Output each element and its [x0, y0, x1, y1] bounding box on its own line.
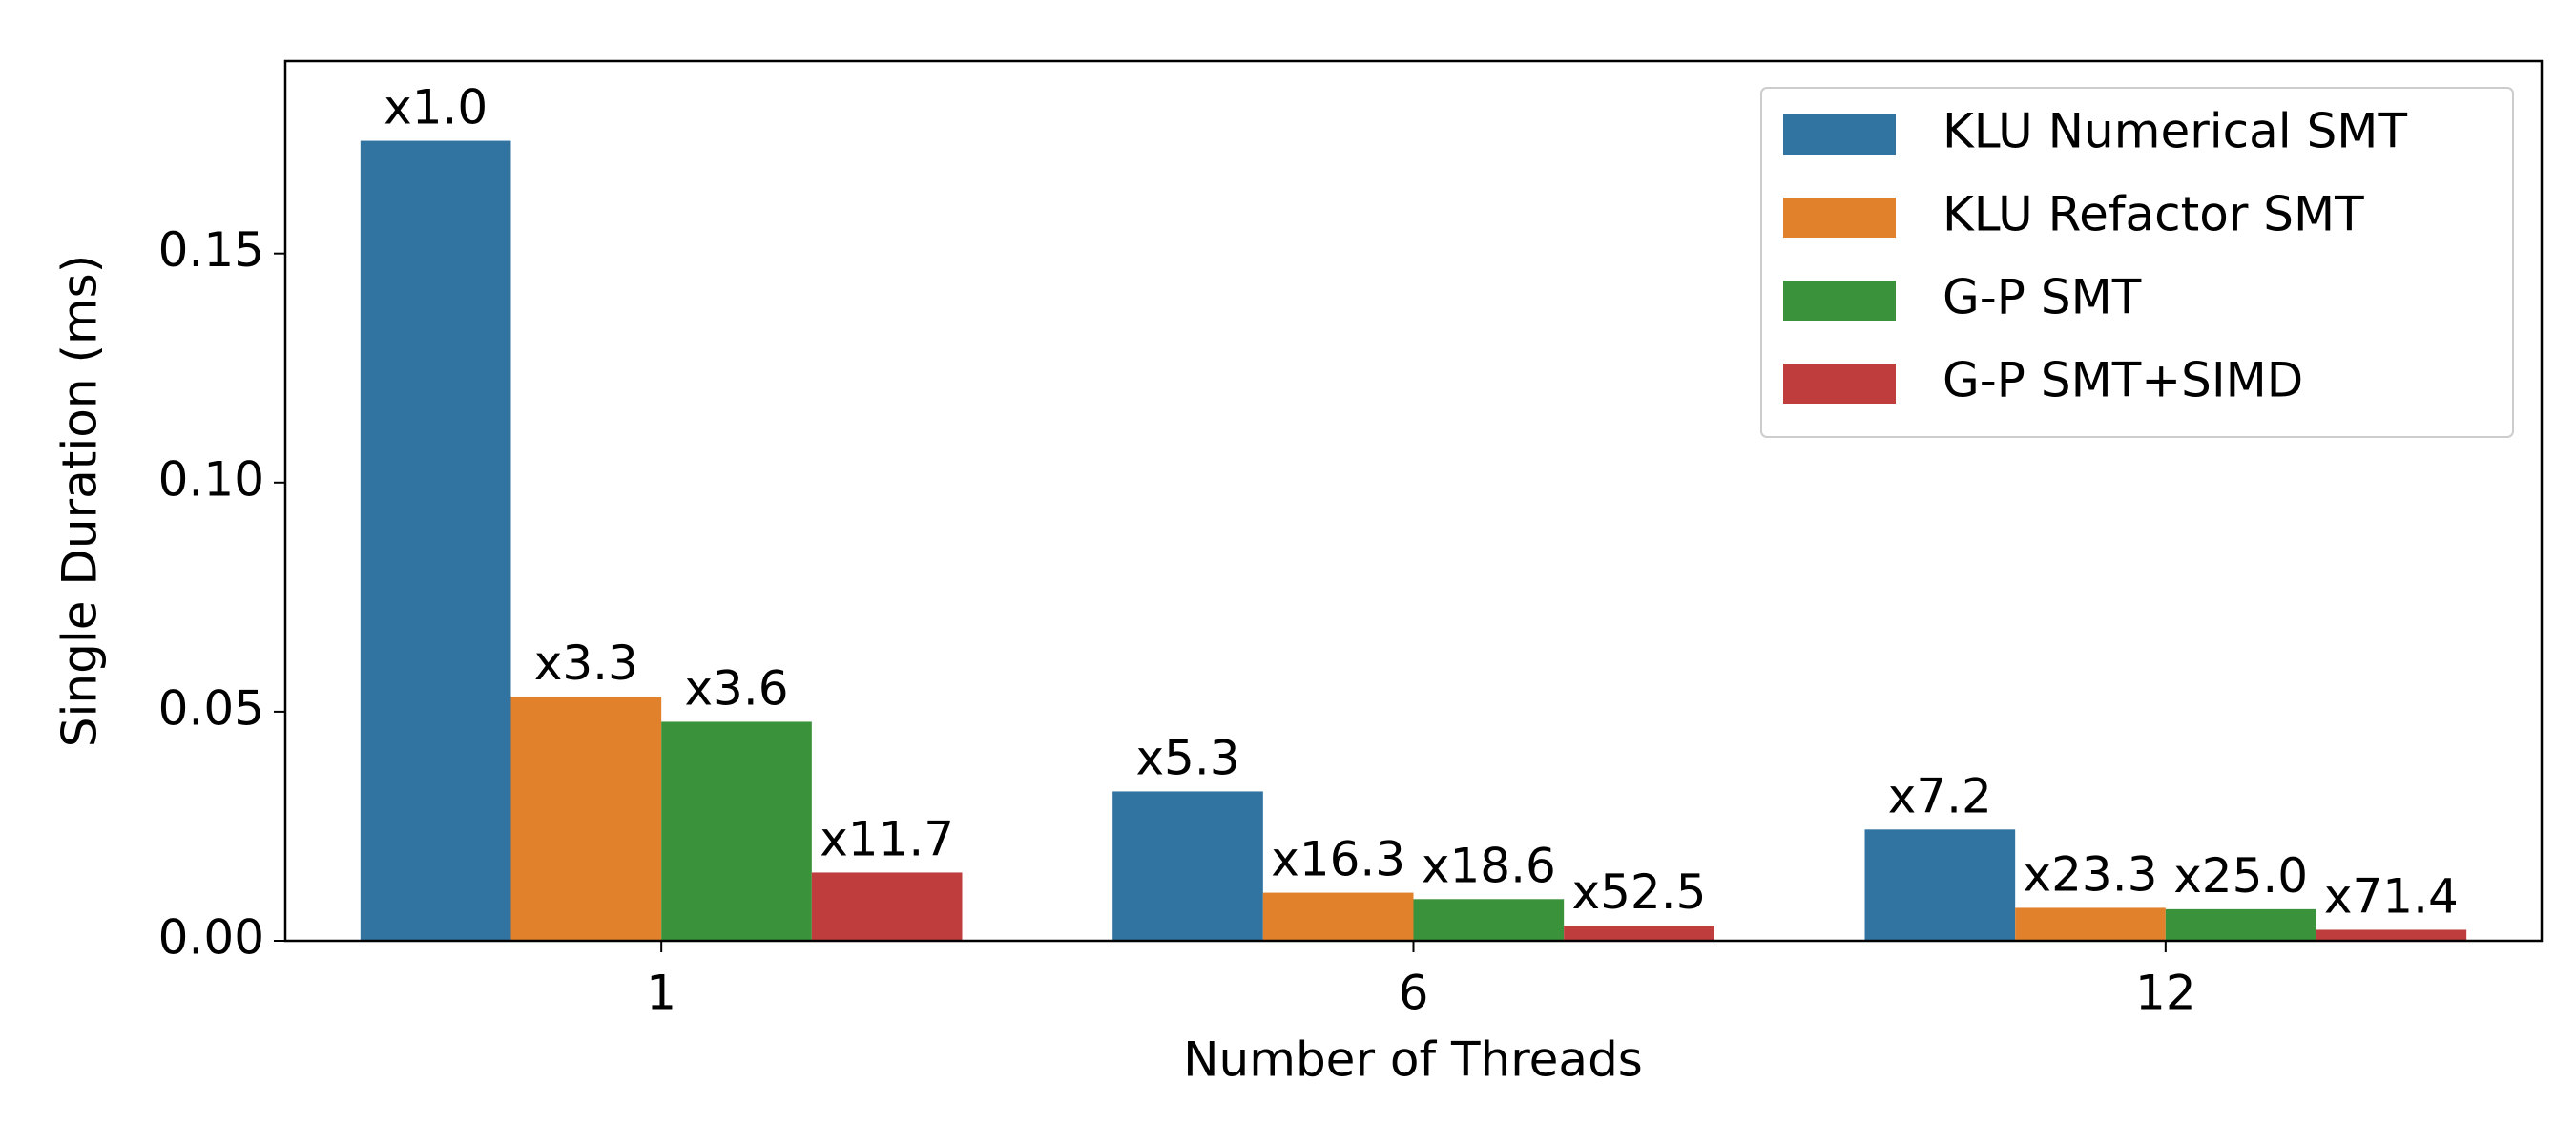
data-label: x23.3 — [2024, 846, 2158, 902]
data-label: x16.3 — [1271, 832, 1405, 887]
data-label: x25.0 — [2173, 848, 2308, 904]
data-label: x5.3 — [1135, 730, 1239, 785]
bar — [1262, 892, 1414, 941]
x-tick-label: 1 — [646, 966, 676, 1021]
x-tick-label: 6 — [1399, 966, 1429, 1021]
legend-box — [1760, 87, 2514, 438]
legend-swatch — [1783, 198, 1896, 238]
x-axis-label: Number of Threads — [1183, 1032, 1643, 1088]
y-tick-label: 0.15 — [158, 222, 264, 278]
legend-swatch — [1783, 281, 1896, 321]
bar — [1112, 791, 1263, 941]
legend-swatch — [1783, 114, 1896, 155]
data-label: x52.5 — [1572, 864, 1707, 920]
bar — [2015, 907, 2166, 941]
legend-label: G-P SMT+SIMD — [1942, 353, 2303, 408]
bar — [1864, 829, 2016, 941]
bar — [360, 140, 511, 941]
bar — [1413, 899, 1565, 941]
data-label: x1.0 — [384, 80, 488, 135]
y-tick-label: 0.05 — [158, 680, 264, 736]
data-label: x3.3 — [534, 635, 638, 691]
bar — [2165, 908, 2316, 941]
legend-label: KLU Numerical SMT — [1942, 104, 2407, 159]
y-tick-label: 0.00 — [158, 910, 264, 966]
bar — [510, 697, 662, 941]
data-label: x18.6 — [1422, 838, 1556, 893]
bar — [661, 721, 812, 941]
plot-frame — [283, 59, 2544, 943]
data-label: x11.7 — [820, 811, 954, 866]
legend-swatch — [1783, 364, 1896, 404]
bar — [811, 872, 963, 941]
data-label: x3.6 — [684, 660, 788, 716]
y-axis-label: Single Duration (ms) — [52, 255, 108, 747]
data-label: x7.2 — [1888, 768, 1992, 823]
data-label: x71.4 — [2324, 868, 2459, 924]
legend-label: G-P SMT — [1942, 270, 2142, 325]
y-tick-label: 0.10 — [158, 451, 264, 507]
legend-label: KLU Refactor SMT — [1942, 187, 2364, 242]
bar — [1564, 926, 1714, 941]
bar — [2316, 929, 2467, 941]
x-tick-label: 12 — [2135, 966, 2196, 1021]
